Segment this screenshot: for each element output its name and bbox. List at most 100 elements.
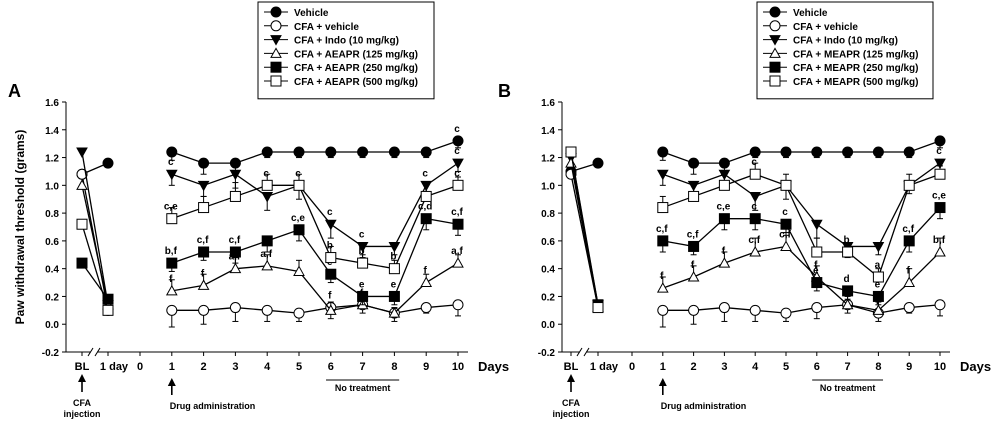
legend-entry: CFA + MEAPR (125 mg/kg)	[793, 49, 919, 60]
panel-label: A	[8, 81, 21, 101]
x-tick-label: 4	[752, 361, 759, 373]
y-tick-label: 1.2	[541, 154, 555, 165]
data-point-marker	[76, 147, 88, 159]
series-2: cccccccc	[76, 146, 464, 311]
data-point-marker	[261, 304, 273, 316]
significance-label: e	[875, 279, 881, 290]
significance-label: c	[327, 207, 333, 218]
y-tick-label: 1.0	[541, 181, 555, 192]
x-tick-label: 8	[391, 361, 397, 373]
significance-label: c,f	[197, 235, 209, 246]
y-tick-label: 1.6	[45, 98, 59, 109]
data-point-marker	[261, 179, 273, 191]
legend-marker	[270, 61, 282, 73]
legend-marker	[270, 47, 282, 58]
series-line	[171, 184, 459, 270]
y-tick-label: 1.0	[45, 181, 59, 192]
legend-marker	[769, 75, 781, 87]
y-tick-label: 1.4	[541, 126, 555, 137]
legend-entry: Vehicle	[793, 8, 828, 19]
data-point-marker	[749, 191, 762, 203]
legend-marker	[769, 35, 781, 46]
significance-label: c	[454, 146, 460, 157]
legend-entry: CFA + Indo (10 mg/kg)	[793, 36, 898, 47]
x-tick-label: 1 day	[100, 361, 129, 373]
significance-label: f	[814, 260, 818, 271]
y-tick-label: 0.0	[541, 320, 555, 331]
data-point-marker	[261, 146, 273, 158]
data-point-marker	[76, 168, 88, 180]
data-point-marker	[810, 219, 823, 231]
data-point-marker	[166, 213, 178, 225]
data-point-marker	[811, 146, 823, 158]
y-tick-label: -0.2	[538, 348, 556, 359]
cfa-injection-label: injection	[63, 409, 100, 419]
series-line	[171, 217, 459, 298]
data-point-marker	[261, 235, 273, 247]
data-point-marker	[388, 290, 400, 302]
y-tick-label: 0.0	[45, 320, 59, 331]
data-point-marker	[842, 285, 854, 297]
significance-label: c	[359, 229, 365, 240]
data-point-marker	[229, 169, 242, 181]
series-line	[171, 262, 459, 314]
significance-label: a,f	[451, 246, 463, 257]
legend-entry: CFA + AEAPR (500 mg/kg)	[294, 77, 418, 88]
data-point-marker	[718, 257, 731, 268]
data-point-marker	[229, 190, 241, 202]
legend-entry: CFA + MEAPR (500 mg/kg)	[793, 77, 919, 88]
significance-label: c,f	[229, 235, 241, 246]
data-point-marker	[780, 240, 792, 251]
data-point-marker	[102, 293, 114, 305]
legend-marker	[769, 6, 781, 18]
drug-administration-arrowhead	[167, 378, 176, 386]
data-point-marker	[293, 307, 305, 319]
series-line	[662, 140, 941, 164]
significance-label: c,e	[291, 213, 305, 224]
significance-label: e	[813, 266, 819, 277]
data-point-marker	[324, 304, 337, 315]
data-point-marker	[76, 218, 88, 230]
drug-administration-label: Drug administration	[661, 401, 747, 411]
significance-label: c	[936, 146, 942, 157]
data-point-marker	[780, 146, 792, 158]
significance-label: b,f	[165, 246, 178, 257]
series-line	[662, 245, 941, 312]
x-tick-label: 2	[201, 361, 207, 373]
x-tick-label: 5	[296, 361, 302, 373]
data-point-marker	[229, 157, 241, 169]
series-line	[171, 162, 459, 248]
data-point-marker	[934, 245, 946, 257]
data-point-marker	[452, 218, 464, 230]
data-point-marker	[565, 157, 577, 168]
significance-label: c	[751, 202, 757, 213]
data-point-marker	[749, 245, 762, 257]
data-point-marker	[325, 146, 337, 158]
x-tick-label: 3	[721, 361, 727, 373]
significance-label: b	[359, 246, 365, 257]
y-axis-label: Paw withdrawal threshold (grams)	[13, 130, 27, 325]
x-tick-label: 7	[845, 361, 851, 373]
legend-marker	[270, 20, 282, 32]
significance-label: c,f	[687, 229, 699, 240]
data-point-marker	[718, 157, 730, 169]
significance-label: f	[424, 266, 428, 277]
y-tick-label: 1.4	[45, 126, 59, 137]
significance-label: c	[422, 168, 428, 179]
data-point-marker	[903, 179, 915, 191]
data-point-marker	[452, 179, 464, 191]
x-tick-label: 0	[629, 361, 635, 373]
cfa-injection-label: injection	[552, 409, 589, 419]
y-tick-label: 1.6	[541, 98, 555, 109]
data-point-marker	[657, 235, 669, 247]
y-tick-label: 0.4	[45, 265, 59, 276]
cfa-injection-arrowhead	[567, 374, 575, 382]
data-point-marker	[688, 190, 700, 202]
data-point-marker	[592, 302, 604, 314]
no-treatment-label: No treatment	[820, 383, 876, 393]
significance-label: f	[907, 266, 911, 277]
data-point-marker	[198, 246, 210, 258]
